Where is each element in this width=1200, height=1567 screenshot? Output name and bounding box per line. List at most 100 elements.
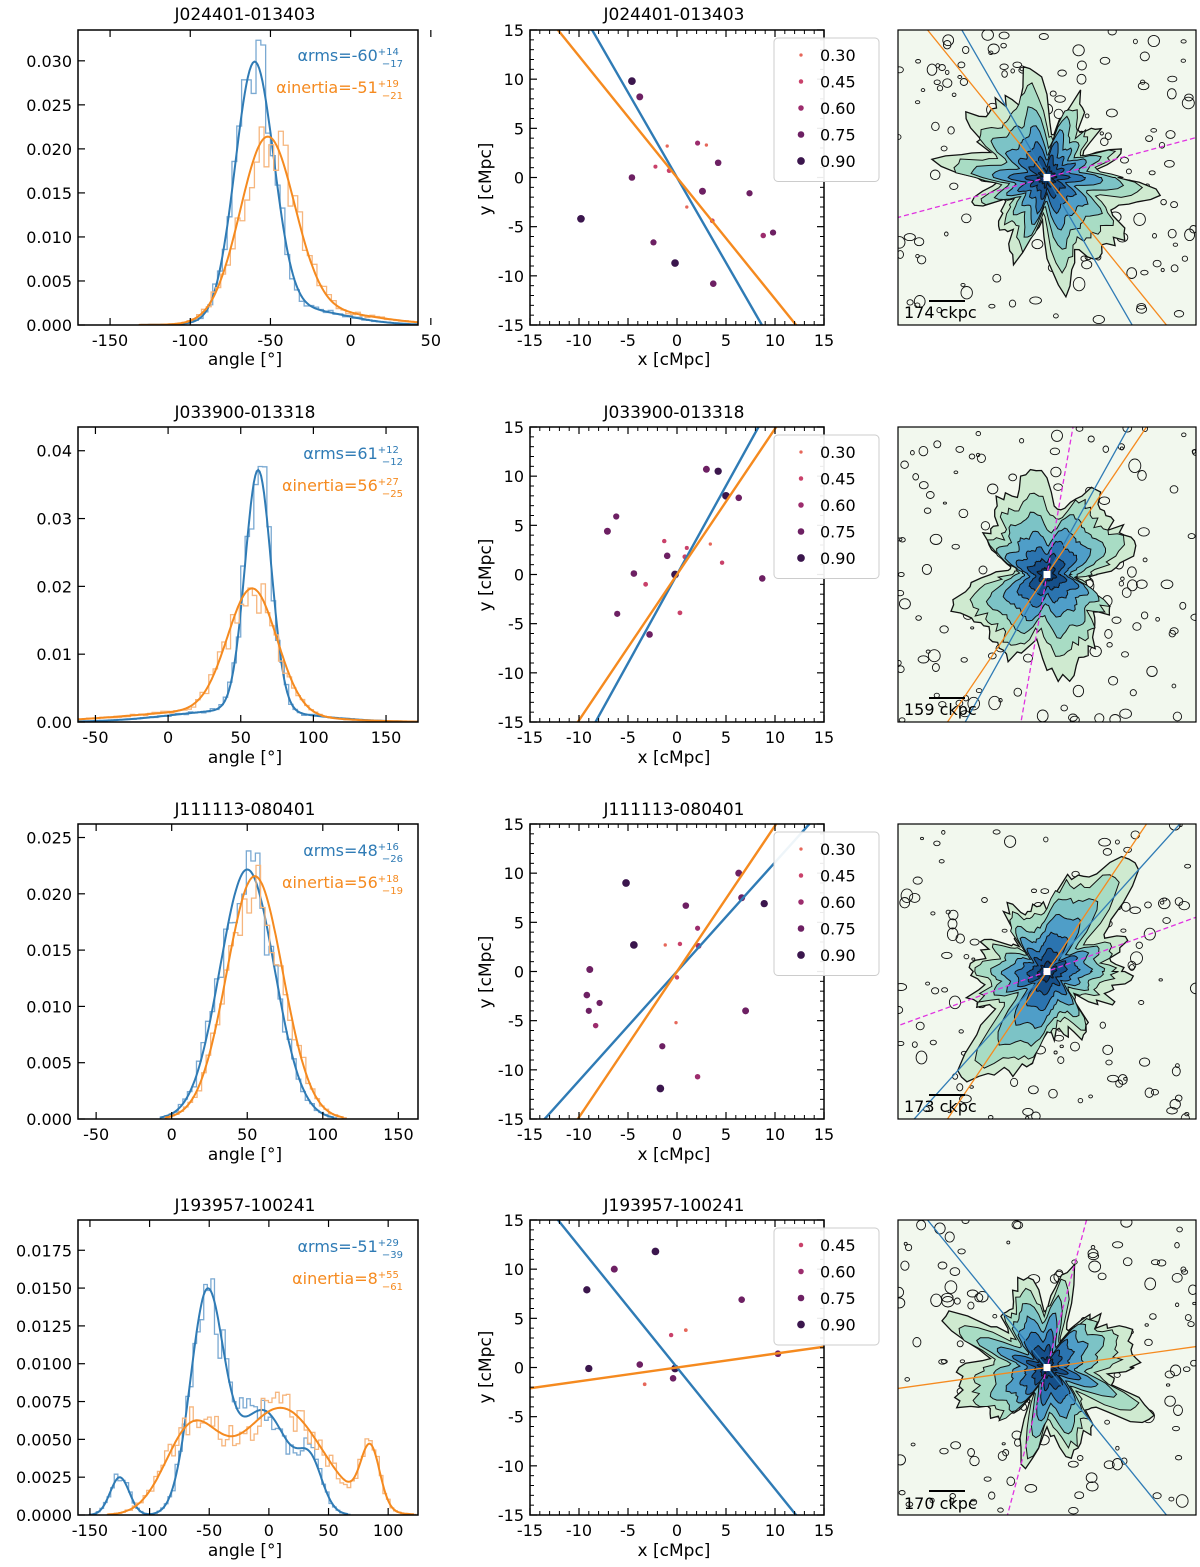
background-contour: [898, 236, 906, 249]
background-contour: [969, 938, 980, 946]
row-3: J111113-080401 J111113-080401 angle [°] …: [174, 800, 977, 1165]
legend-frame: [773, 37, 880, 182]
background-contour: [1184, 863, 1192, 869]
scatter-point: [646, 631, 653, 638]
background-contour: [988, 1491, 996, 1500]
density-map-panel-2: [897, 426, 1197, 723]
background-contour: [900, 888, 914, 903]
background-contour: [959, 78, 969, 86]
background-contour: [1076, 73, 1087, 85]
background-contour: [1104, 1419, 1110, 1425]
background-contour: [1184, 228, 1196, 242]
background-contour: [1122, 427, 1133, 433]
legend-frame: [773, 434, 880, 579]
background-contour: [1010, 68, 1015, 74]
legend-label: 0.30: [820, 840, 856, 859]
scatter-ytick-label: 5: [514, 119, 524, 138]
scatter-ylabel-1: y [cMpc]: [476, 143, 496, 216]
background-contour: [898, 1006, 904, 1014]
hist-ytick-label: 0.005: [26, 1054, 72, 1073]
scatter-point: [583, 1286, 591, 1294]
background-contour: [929, 1039, 937, 1046]
legend-label: 0.60: [820, 893, 856, 912]
background-contour: [1158, 897, 1171, 910]
background-contour: [1127, 960, 1137, 970]
scatter-panel-1: -15-15 -10 -10 -5 -5 0 0 5 5 10 10 15 15 0.30 0.45 0.60…: [498, 21, 880, 350]
hist-title-3: J111113-080401: [174, 800, 316, 820]
scatter-point: [650, 239, 657, 246]
image-frame: [897, 1219, 1197, 1516]
background-contour: [1150, 1259, 1161, 1266]
background-contour: [1049, 447, 1061, 456]
inertia-histogram: [138, 126, 418, 325]
background-contour: [1156, 1259, 1167, 1267]
background-contour: [1104, 629, 1113, 639]
background-contour: [927, 649, 941, 663]
scatter-point: [668, 1332, 674, 1338]
scatter-xtick-label: 0: [672, 728, 682, 747]
hist-ytick-label: 0.000: [26, 316, 72, 335]
background-contour: [1025, 1116, 1030, 1119]
scatter-panel-3: -15-15 -10 -10 -5 -5 0 0 5 5 10 10 15 15 0.30 0.45 0.60…: [498, 815, 880, 1144]
background-contour: [1127, 566, 1137, 578]
background-contour: [1122, 1257, 1133, 1267]
background-contour: [959, 1094, 972, 1104]
background-contour: [1054, 95, 1066, 103]
background-contour: [941, 830, 946, 835]
scatter-xtick-label: -5: [620, 1521, 636, 1540]
background-contour: [929, 533, 943, 545]
scatter-ytick-label: -15: [498, 316, 524, 335]
background-contour: [939, 1447, 949, 1455]
legend-label: 0.30: [820, 443, 856, 462]
scatter-ytick-label: 0: [514, 963, 524, 982]
center-marker: [1043, 968, 1051, 975]
hist-xtick-label: -50: [83, 1125, 109, 1144]
background-contour: [1174, 1094, 1183, 1102]
background-contour: [1031, 239, 1044, 250]
background-contour: [1148, 170, 1156, 176]
background-contour: [1121, 587, 1132, 598]
legend-marker: [798, 502, 804, 508]
background-contour: [944, 1231, 955, 1243]
scatter-xtick-label: 0: [672, 331, 682, 350]
background-contour: [915, 615, 922, 621]
scatter-ytick-label: -15: [498, 1506, 524, 1525]
hist-xtick-label: 50: [421, 331, 441, 350]
background-contour: [1104, 132, 1112, 141]
hist-xtick-label: -150: [72, 1521, 108, 1540]
background-contour: [1008, 299, 1017, 308]
background-contour: [942, 501, 947, 505]
background-contour: [1139, 1057, 1151, 1067]
scatter-ytick-label: 10: [504, 864, 524, 883]
background-contour: [1176, 1226, 1183, 1233]
background-contour: [1111, 1458, 1123, 1471]
rms-label-3: αrms=48+16 −26: [303, 841, 403, 865]
background-contour: [970, 626, 975, 630]
background-contour: [949, 1493, 956, 1499]
scatter-legend: 0.45 0.60 0.75 0.90: [773, 1227, 880, 1346]
background-contour: [1160, 267, 1165, 273]
scatter-point: [610, 1265, 618, 1273]
background-contour: [1170, 201, 1179, 209]
hist-ytick-label: 0.0025: [16, 1468, 72, 1487]
scatter-xtick-label: 10: [765, 331, 785, 350]
image-frame: [897, 426, 1197, 723]
background-contour: [931, 121, 940, 132]
background-contour: [942, 40, 952, 50]
background-contour: [1092, 314, 1105, 325]
background-contour: [957, 61, 966, 69]
scatter-point: [735, 869, 743, 877]
background-contour: [914, 100, 921, 105]
background-contour: [957, 1248, 966, 1255]
hist-panel-4: -150 -100 -50 0 50 100 0.0000 0.0025 0.0050 0.007…: [16, 1219, 419, 1540]
background-contour: [963, 953, 970, 960]
background-contour: [918, 481, 929, 490]
background-contour: [997, 1507, 1004, 1513]
background-contour: [917, 655, 930, 664]
scale-label-2: 159 ckpc: [904, 700, 977, 719]
scatter-title-3: J111113-080401: [603, 800, 745, 820]
scatter-plot-area: [576, 427, 778, 722]
scatter-point: [656, 1084, 665, 1093]
hist-ytick-label: 0.03: [36, 510, 72, 529]
